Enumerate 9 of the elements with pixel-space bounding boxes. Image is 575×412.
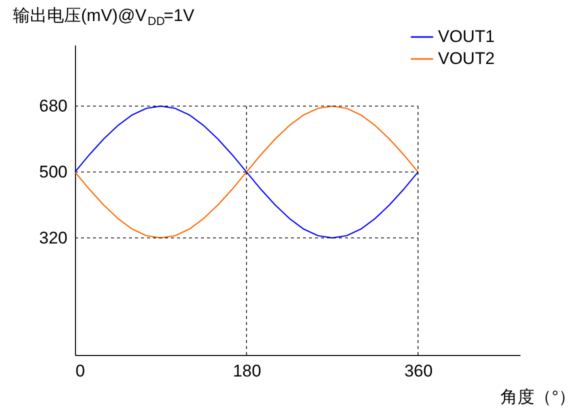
y-tick-label: 680 <box>39 96 68 116</box>
legend-label: VOUT2 <box>438 49 495 68</box>
legend-label: VOUT1 <box>438 27 495 46</box>
x-axis-title: 角度（°） <box>500 388 575 406</box>
x-tick-label: 360 <box>404 362 433 380</box>
x-tick-label: 0 <box>76 362 85 380</box>
x-tick-label: 180 <box>232 362 262 380</box>
y-tick-label: 320 <box>39 228 68 248</box>
y-tick-label: 500 <box>39 162 68 182</box>
